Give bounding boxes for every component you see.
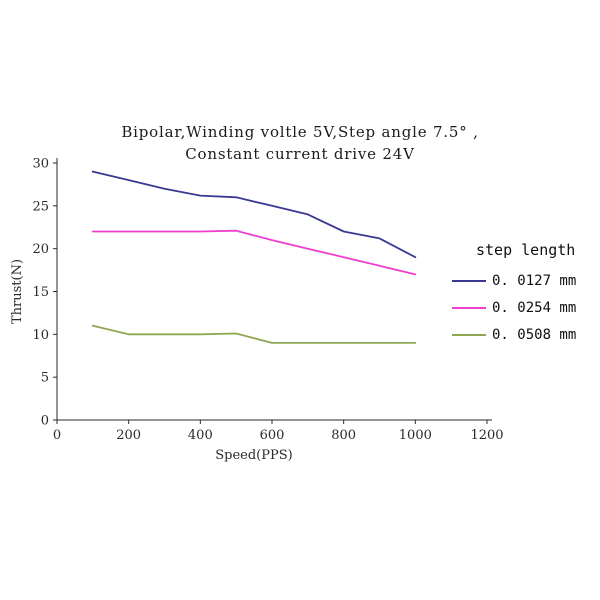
legend-item: 0. 0508 mm — [452, 327, 576, 343]
y-axis-label: Thrust(N) — [10, 259, 25, 324]
chart-legend: step length 0. 0127 mm 0. 0254 mm 0. 050… — [452, 241, 576, 354]
x-tick-label: 1000 — [399, 428, 432, 443]
legend-swatch-magenta-line — [452, 307, 486, 309]
y-tick-label: 20 — [32, 242, 49, 257]
legend-item: 0. 0254 mm — [452, 300, 576, 316]
x-tick-label: 0 — [53, 428, 61, 443]
chart-title: Bipolar,Winding voltle 5V,Step angle 7.5… — [0, 121, 600, 165]
legend-swatch-blue-line — [452, 280, 486, 282]
series-line-1 — [91, 229, 417, 276]
x-tick-label: 200 — [116, 428, 141, 443]
legend-label: 0. 0254 mm — [492, 300, 577, 316]
x-tick-label: 600 — [260, 428, 285, 443]
x-tick-label: 400 — [188, 428, 213, 443]
y-tick-label: 0 — [41, 414, 49, 429]
series-line-0 — [91, 170, 417, 259]
legend-label: 0. 0508 mm — [492, 327, 577, 343]
x-tick-label: 800 — [331, 428, 356, 443]
x-tick-label: 1200 — [470, 428, 503, 443]
y-tick-label: 15 — [32, 285, 49, 300]
legend-label: 0. 0127 mm — [492, 273, 577, 289]
y-tick-label: 10 — [32, 328, 49, 343]
y-tick-label: 5 — [41, 371, 49, 386]
y-tick-label: 30 — [32, 157, 49, 172]
legend-item: 0. 0127 mm — [452, 273, 576, 289]
legend-swatch-green-line — [452, 334, 486, 336]
y-tick-label: 25 — [32, 199, 49, 214]
x-axis-label: Speed(PPS) — [215, 448, 292, 463]
chart-title-line1: Bipolar,Winding voltle 5V,Step angle 7.5… — [121, 123, 479, 141]
chart-title-line2: Constant current drive 24V — [185, 145, 415, 163]
series-line-2 — [91, 324, 417, 344]
legend-title: step length — [476, 241, 576, 259]
